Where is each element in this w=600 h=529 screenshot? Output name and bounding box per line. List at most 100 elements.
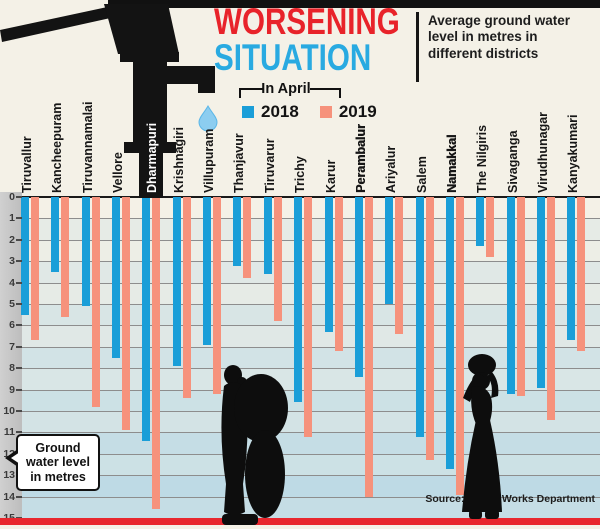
depth-band (22, 496, 600, 518)
y-tick-mark (16, 281, 22, 284)
pump-base-column (139, 151, 163, 198)
y-tick-mark (16, 217, 22, 220)
category-label-salem: Salem (414, 156, 429, 193)
bar-2018-kanyakumari (567, 197, 576, 341)
bar-2019-trichy (304, 197, 313, 437)
bar-2018-thanjavur (233, 197, 242, 266)
category-label-kancheepuram: Kancheepuram (50, 102, 65, 193)
bar-2018-sivaganga (506, 197, 515, 394)
y-tick-label: 11 (3, 426, 15, 439)
y-tick-mark (16, 196, 22, 198)
bar-2019-salem (425, 197, 434, 461)
plot-area (21, 196, 600, 519)
pump-flange-top (120, 52, 179, 62)
category-label-karur: Karur (323, 159, 338, 193)
category-label-thanjavur: Thanjavur (232, 133, 247, 193)
bar-2018-virudhunagar (536, 197, 545, 388)
category-label-krishnagiri: Krishnagiri (171, 127, 186, 193)
y-tick-mark (16, 324, 22, 327)
bar-2019-sivaganga (516, 197, 525, 396)
bar-2019-namakkal (455, 197, 464, 495)
bar-2019-tiruvannamalai (91, 197, 100, 407)
y-tick-label: 4 (9, 276, 15, 289)
y-tick-label: 8 (9, 362, 15, 375)
pump-flange-bottom (124, 142, 176, 153)
legend-swatch-2018 (242, 106, 254, 118)
bar-2018-vellore (112, 197, 121, 358)
bar-2019-karur (334, 197, 343, 352)
y-tick-label: 6 (9, 319, 15, 332)
pump-head (104, 4, 179, 54)
bar-2018-the-nilgiris (476, 197, 485, 247)
bar-2019-kancheepuram (61, 197, 70, 317)
water-drop-icon (198, 104, 218, 132)
y-tick-label: 1 (9, 212, 15, 225)
bar-2018-krishnagiri (172, 197, 181, 367)
gridline (22, 475, 600, 477)
legend-label-2019: 2019 (338, 102, 377, 121)
category-label-tiruvannamalai: Tiruvannamalai (80, 101, 95, 193)
category-label-tiruvarur: Tiruvarur (262, 138, 277, 193)
pump-body (133, 60, 167, 145)
y-tick-label: 13 (3, 469, 15, 482)
y-tick-mark (16, 303, 22, 305)
category-label-ariyalur: Ariyalur (384, 145, 399, 193)
category-label-dharmapuri: Dharmapuri (145, 122, 160, 193)
y-tick-label: 7 (9, 340, 15, 353)
y-tick-label: 3 (9, 255, 15, 268)
y-tick-mark (16, 495, 22, 498)
bar-2019-vellore (122, 197, 131, 431)
legend-bracket-left (239, 88, 264, 98)
category-label-virudhunagar: Virudhunagar (535, 111, 550, 193)
depth-band (22, 453, 600, 476)
category-label-kanyakumari: Kanyakumari (566, 114, 581, 193)
gridline (22, 496, 600, 498)
bar-2018-tiruvannamalai (81, 197, 90, 307)
bar-2018-perambalur (354, 197, 363, 377)
top-black-bar (108, 0, 600, 8)
person-with-sack-icon (221, 365, 288, 525)
bar-2018-villupuram (203, 197, 212, 345)
legend: 2018 2019 (242, 102, 391, 122)
bar-2018-karur (324, 197, 333, 332)
y-tick-mark (16, 238, 22, 241)
header-divider (416, 12, 419, 82)
chart-subtitle: Average ground water level in metres in … (428, 13, 571, 61)
bar-2019-the-nilgiris (486, 197, 495, 257)
category-label-tiruvallur: Tiruvallur (20, 136, 34, 193)
bar-2018-ariyalur (385, 197, 394, 304)
bar-2018-salem (415, 197, 424, 437)
bar-2018-tiruvarur (263, 197, 272, 274)
legend-swatch-2019 (319, 106, 332, 118)
bar-2019-thanjavur (243, 197, 252, 279)
bar-2018-namakkal (445, 197, 454, 469)
bar-2019-villupuram (213, 197, 222, 394)
category-label-sivaganga: Sivaganga (505, 130, 520, 193)
bar-2019-kanyakumari (577, 197, 586, 352)
bottom-red-line (0, 518, 600, 525)
y-tick-mark (16, 345, 22, 348)
y-tick-mark (16, 431, 22, 434)
y-tick-label: 0 (9, 191, 15, 203)
bar-2019-tiruvarur (273, 197, 282, 322)
depth-band (22, 432, 600, 454)
y-tick-label: 14 (3, 490, 15, 503)
bar-2019-dharmapuri (152, 197, 161, 510)
pump-spout (167, 66, 215, 93)
hand-pump-icon (0, 4, 218, 198)
category-label-vellore: Vellore (111, 152, 126, 193)
gridline (22, 453, 600, 455)
y-tick-mark (16, 367, 22, 370)
bar-2019-virudhunagar (546, 197, 555, 420)
title-line2: SITUATION (214, 37, 372, 78)
bar-2019-ariyalur (395, 197, 404, 334)
legend-title: In April (261, 81, 311, 97)
category-label-trichy: Trichy (293, 156, 308, 193)
y-tick-label: 5 (9, 298, 15, 310)
pump-handle (0, 6, 115, 42)
page-title: WORSENING SITUATION (214, 3, 400, 78)
depth-band (22, 475, 600, 497)
y-tick-label: 9 (9, 383, 15, 396)
y-tick-mark (16, 388, 22, 391)
